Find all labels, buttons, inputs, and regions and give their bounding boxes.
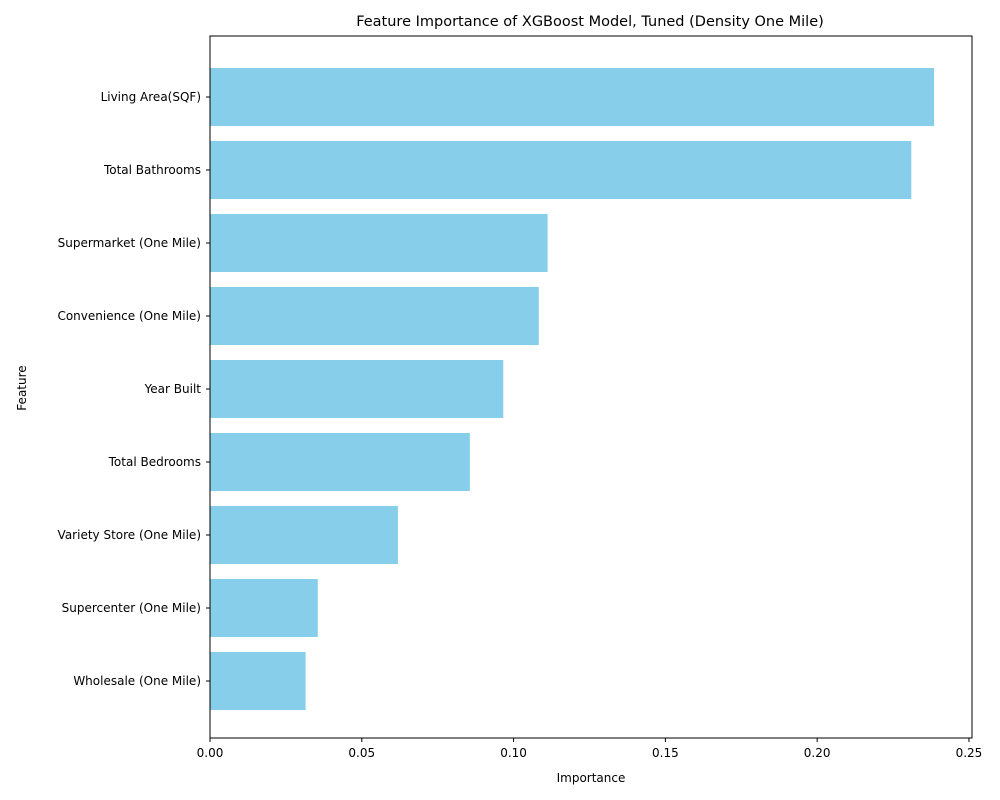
- bars-group: [210, 68, 935, 710]
- y-ticks-group: Living Area(SQF) Total Bathrooms Supermark…: [57, 90, 210, 688]
- y-tick-label: Convenience (One Mile): [57, 309, 201, 323]
- x-tick-label: 0.20: [804, 746, 831, 760]
- bar-3: [210, 287, 539, 345]
- bar-4: [210, 360, 504, 418]
- y-tick-label: Supermarket (One Mile): [58, 236, 201, 250]
- x-tick-label: 0.25: [956, 746, 983, 760]
- x-tick-label: 0.00: [197, 746, 224, 760]
- y-tick-label: Total Bedrooms: [108, 455, 201, 469]
- plot-frame: [209, 35, 973, 739]
- chart-title: Feature Importance of XGBoost Model, Tun…: [356, 14, 824, 30]
- x-tick-label: 0.15: [652, 746, 679, 760]
- y-tick-label: Living Area(SQF): [101, 90, 201, 104]
- x-tick-label: 0.05: [348, 746, 375, 760]
- y-tick-label: Supercenter (One Mile): [62, 601, 201, 615]
- bar-7: [210, 579, 318, 637]
- bar-6: [210, 506, 398, 564]
- y-tick-label: Year Built: [144, 382, 202, 396]
- bar-1: [210, 141, 912, 199]
- x-axis-label: Importance: [557, 771, 626, 785]
- bar-0: [210, 68, 935, 126]
- y-tick-label: Variety Store (One Mile): [58, 528, 201, 542]
- bar-2: [210, 214, 548, 272]
- bar-8: [210, 652, 306, 710]
- y-tick-label: Total Bathrooms: [103, 163, 201, 177]
- y-axis-label: Feature: [15, 365, 29, 410]
- x-ticks-group: 0.00 0.05 0.10 0.15 0.20 0.25: [197, 738, 983, 760]
- x-tick-label: 0.10: [500, 746, 527, 760]
- bar-5: [210, 433, 470, 491]
- y-tick-label: Wholesale (One Mile): [73, 674, 201, 688]
